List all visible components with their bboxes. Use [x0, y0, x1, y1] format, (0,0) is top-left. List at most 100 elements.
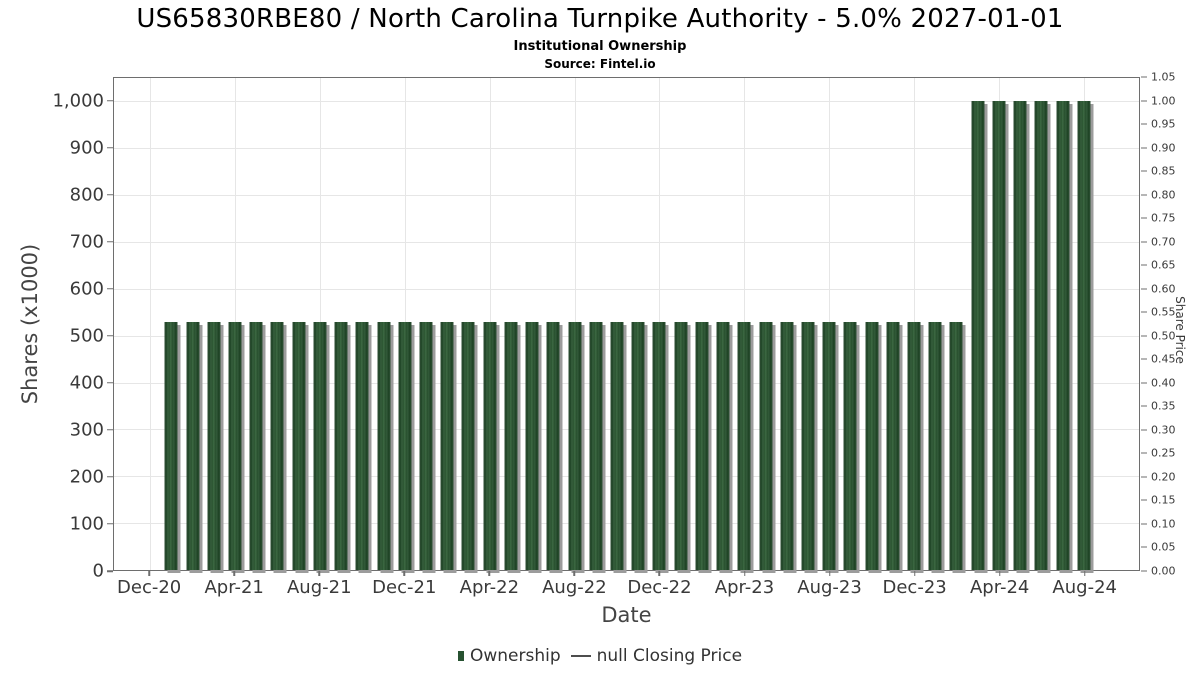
y-right-tick-0.20: [1141, 476, 1147, 478]
y-right-label-0.90: 0.90: [1151, 141, 1176, 155]
x-label-Apr-24: Apr-24: [969, 577, 1030, 598]
bar-Oct-21: [355, 321, 369, 570]
legend-item-ownership[interactable]: Ownership: [457, 646, 561, 666]
x-label-Dec-21: Dec-21: [372, 577, 437, 598]
y-right-label-0.35: 0.35: [1151, 399, 1176, 413]
y-left-label-0: 0: [92, 560, 104, 582]
bar-Jan-21: [164, 321, 178, 570]
y-right-label-0.65: 0.65: [1151, 258, 1176, 272]
bar-Jun-24: [1034, 101, 1048, 570]
bar-Feb-22: [440, 321, 454, 570]
left-axis-tick-labels: 0 100 200 300 400 500 600 700 800 900 1,000: [0, 77, 104, 581]
bar-Sep-21: [334, 321, 348, 570]
x-axis-title: Date: [601, 603, 652, 627]
y-left-tick-600: [107, 287, 113, 290]
y-left-tick-100: [107, 523, 113, 525]
x-tick-Apr-22: [488, 571, 491, 576]
x-tick-Aug-22: [573, 571, 576, 576]
bar-Jul-21: [292, 321, 306, 570]
bar-Aug-22: [568, 321, 581, 570]
y-left-tick-400: [107, 382, 113, 384]
y-right-tick-0.05: [1141, 546, 1147, 548]
y-left-label-500: 500: [69, 325, 104, 347]
x-tick-Aug-21: [318, 571, 320, 576]
y-left-tick-300: [107, 429, 113, 431]
bar-Sep-23: [843, 321, 857, 570]
plot-area: [113, 77, 1140, 571]
bar-Dec-21: [398, 321, 412, 570]
bar-Sep-22: [589, 321, 603, 570]
y-right-label-0.15: 0.15: [1151, 493, 1176, 507]
y-left-label-100: 100: [69, 513, 104, 535]
bar-Nov-22: [631, 321, 645, 570]
x-tick-Dec-21: [403, 571, 406, 576]
y-right-label-0.85: 0.85: [1151, 164, 1176, 178]
y-right-label-0.25: 0.25: [1151, 446, 1176, 460]
x-tick-Apr-21: [233, 571, 235, 576]
y-right-label-0.70: 0.70: [1151, 235, 1176, 249]
y-right-tick-0.15: [1141, 499, 1147, 501]
h-gridline-500: [114, 335, 1139, 337]
y-right-tick-0.75: [1141, 217, 1147, 219]
y-left-tick-900: [107, 146, 113, 149]
y-left-label-600: 600: [69, 278, 104, 300]
y-right-tick-0.40: [1141, 382, 1147, 384]
y-right-tick-0.50: [1141, 335, 1147, 337]
ownership-swatch-icon: [457, 651, 464, 661]
bar-May-24: [1013, 101, 1027, 570]
h-gridline-1,000: [114, 101, 1139, 103]
bar-Mar-22: [461, 321, 475, 570]
bar-Jun-22: [525, 321, 539, 570]
bar-Aug-21: [313, 321, 327, 570]
y-right-tick-0.25: [1141, 452, 1147, 454]
y-right-label-1.00: 1.00: [1151, 94, 1176, 108]
x-axis-tick-labels: Dec-20 Apr-21 Aug-21 Dec-21 Apr-22 Aug-22 Dec-…: [113, 577, 1140, 599]
bar-Jun-21: [270, 321, 284, 570]
bar-Jan-22: [419, 321, 433, 570]
x-label-Aug-22: Aug-22: [542, 577, 607, 598]
right-axis-tick-marks: [1141, 76, 1147, 572]
bar-May-21: [249, 321, 263, 570]
bar-Mar-23: [716, 321, 730, 570]
bar-Apr-24: [992, 101, 1006, 570]
bar-Oct-23: [865, 321, 879, 570]
bar-Feb-23: [695, 321, 709, 570]
legend-label-closing-price: null Closing Price: [596, 646, 743, 666]
x-tick-Aug-24: [1083, 571, 1086, 576]
h-gridline-700: [114, 242, 1139, 243]
bar-Oct-22: [610, 321, 624, 570]
y-left-label-700: 700: [69, 231, 104, 253]
y-right-tick-0.85: [1141, 170, 1147, 172]
y-left-tick-700: [107, 240, 113, 243]
y-left-tick-500: [107, 335, 113, 337]
chart-title: US65830RBE80 / North Carolina Turnpike A…: [136, 4, 1064, 34]
bar-Jul-24: [1056, 101, 1070, 570]
x-tick-Dec-22: [658, 571, 661, 576]
bar-Jan-24: [928, 321, 942, 570]
x-label-Apr-21: Apr-21: [204, 577, 264, 598]
chart-source: Source: Fintel.io: [544, 57, 656, 71]
legend-item-closing-price[interactable]: null Closing Price: [570, 646, 743, 666]
chart-subtitle: Institutional Ownership: [513, 39, 687, 54]
y-right-tick-0.45: [1141, 358, 1147, 360]
bar-Nov-23: [886, 321, 900, 570]
h-gridline-300: [114, 429, 1139, 431]
y-right-label-0.50: 0.50: [1151, 329, 1176, 343]
legend: Ownership null Closing Price: [0, 646, 1200, 666]
y-left-tick-800: [107, 193, 113, 196]
bar-Jun-23: [780, 321, 794, 570]
y-right-label-0.55: 0.55: [1151, 305, 1176, 319]
x-axis-tick-marks: [113, 571, 1140, 577]
y-right-label-0.45: 0.45: [1151, 352, 1176, 366]
bar-Apr-23: [737, 321, 751, 570]
x-tick-Aug-23: [828, 571, 831, 576]
x-label-Aug-23: Aug-23: [797, 577, 862, 598]
y-left-label-300: 300: [69, 419, 104, 441]
bar-May-22: [504, 321, 518, 570]
x-label-Dec-23: Dec-23: [882, 577, 947, 598]
y-right-tick-0.90: [1141, 147, 1147, 149]
y-right-tick-0.80: [1141, 194, 1147, 196]
closing-price-line-icon: [570, 654, 591, 658]
x-label-Aug-21: Aug-21: [286, 577, 352, 598]
